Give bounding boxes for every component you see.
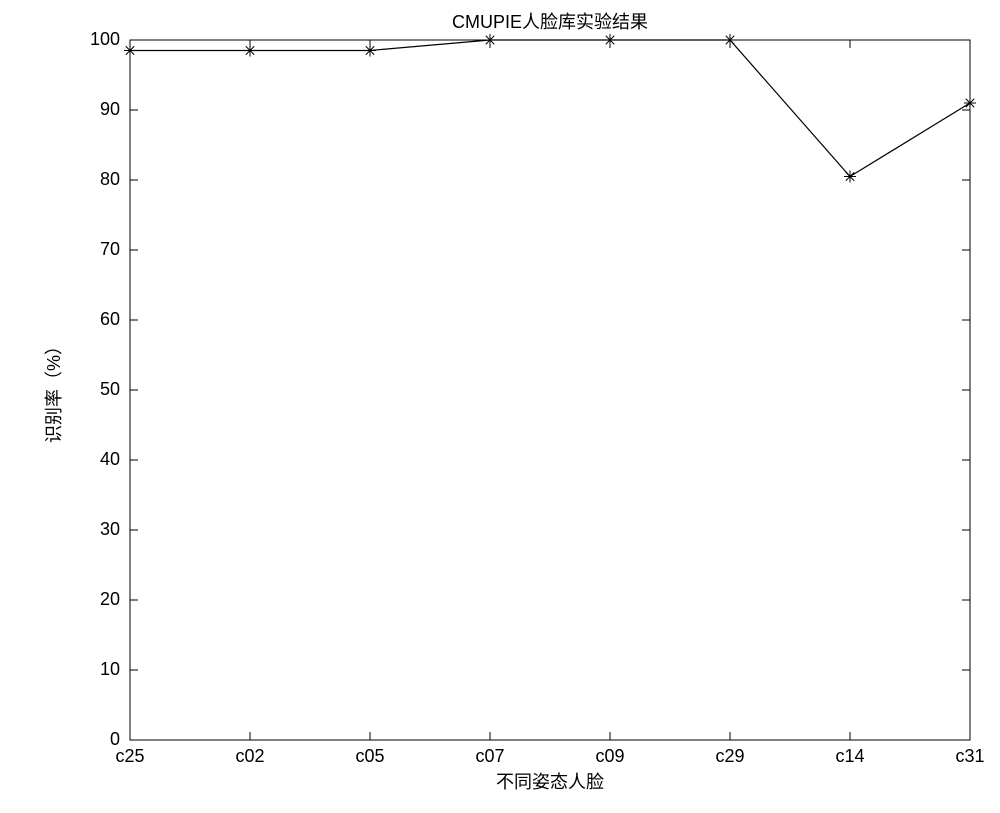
y-tick-label: 10: [100, 659, 120, 679]
y-tick-label: 70: [100, 239, 120, 259]
chart-container: 0102030405060708090100c25c02c05c07c09c29…: [0, 0, 1000, 813]
x-tick-label: c07: [475, 746, 504, 766]
chart-svg: 0102030405060708090100c25c02c05c07c09c29…: [0, 0, 1000, 813]
y-tick-label: 50: [100, 379, 120, 399]
x-tick-label: c29: [715, 746, 744, 766]
y-axis-label: 识别率（%）: [44, 337, 64, 443]
plot-box: [130, 40, 970, 740]
data-marker: [724, 34, 736, 46]
data-marker: [364, 45, 376, 57]
data-marker: [844, 171, 856, 183]
y-tick-label: 20: [100, 589, 120, 609]
data-line: [130, 40, 970, 177]
x-tick-label: c05: [355, 746, 384, 766]
y-tick-label: 30: [100, 519, 120, 539]
data-marker: [604, 34, 616, 46]
data-marker: [124, 45, 136, 57]
x-tick-label: c09: [595, 746, 624, 766]
data-marker: [244, 45, 256, 57]
y-tick-label: 80: [100, 169, 120, 189]
x-axis-label: 不同姿态人脸: [496, 772, 604, 792]
x-tick-label: c02: [235, 746, 264, 766]
y-tick-label: 40: [100, 449, 120, 469]
data-marker: [964, 97, 976, 109]
y-tick-label: 90: [100, 99, 120, 119]
data-marker: [484, 34, 496, 46]
y-tick-label: 100: [90, 29, 120, 49]
y-tick-label: 60: [100, 309, 120, 329]
x-tick-label: c14: [835, 746, 864, 766]
x-tick-label: c25: [115, 746, 144, 766]
chart-title: CMUPIE人脸库实验结果: [452, 12, 648, 32]
x-tick-label: c31: [955, 746, 984, 766]
